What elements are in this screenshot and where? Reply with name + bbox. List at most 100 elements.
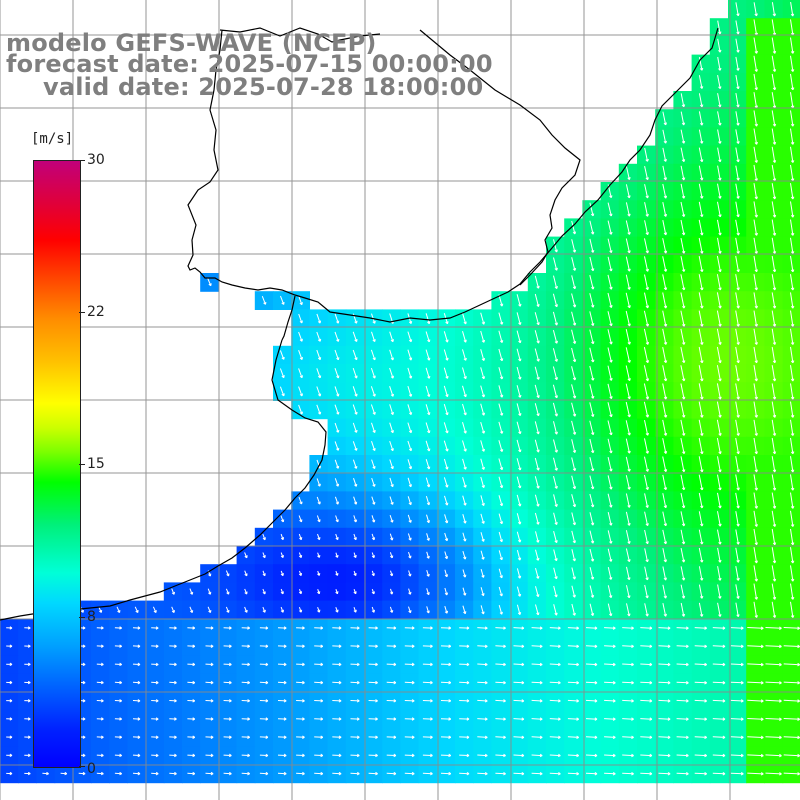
wind-arrow-icon — [765, 717, 782, 721]
wind-arrow-icon — [24, 644, 31, 648]
wind-arrow-icon — [553, 530, 558, 544]
wind-arrow-icon — [459, 753, 470, 758]
wind-arrow-icon — [169, 699, 177, 703]
wind-arrow-icon — [371, 331, 376, 342]
wind-arrow-icon — [480, 349, 486, 361]
wind-arrow-icon — [549, 699, 561, 703]
wind-arrow-icon — [114, 662, 122, 667]
wind-arrows — [6, 2, 800, 776]
wind-arrow-icon — [553, 567, 558, 580]
wind-arrow-icon — [440, 699, 452, 703]
wind-arrow-icon — [531, 626, 543, 630]
wind-arrow-icon — [335, 515, 339, 523]
wind-arrow-icon — [462, 495, 467, 506]
wind-arrow-icon — [187, 662, 196, 667]
wind-arrow-icon — [6, 699, 13, 703]
wind-arrow-icon — [368, 626, 378, 630]
wind-arrow-icon — [223, 717, 232, 721]
wind-arrow-icon — [753, 528, 758, 546]
wind-arrow-icon — [407, 496, 412, 506]
wind-arrow-icon — [477, 771, 488, 776]
wind-arrow-icon — [644, 511, 649, 527]
colorbar-tick-mark — [79, 312, 85, 313]
wind-arrow-icon — [753, 437, 758, 455]
wind-arrow-icon — [513, 735, 525, 739]
wind-arrow-icon — [622, 735, 634, 740]
wind-arrow-icon — [462, 331, 467, 343]
wind-arrow-icon — [765, 662, 782, 667]
wind-arrow-icon — [408, 570, 412, 577]
colorbar-tick-label: 30 — [87, 152, 105, 168]
wind-arrow-icon — [151, 699, 159, 703]
wind-arrow-icon — [753, 492, 758, 509]
wind-arrow-icon — [277, 699, 287, 703]
wind-arrow-icon — [717, 165, 722, 181]
wind-arrow-icon — [152, 606, 157, 614]
wind-arrow-icon — [644, 238, 649, 254]
wind-arrow-icon — [571, 494, 577, 508]
wind-arrow-icon — [498, 568, 503, 579]
wind-arrow-icon — [698, 292, 704, 309]
wind-arrow-icon — [698, 183, 704, 199]
wind-arrow-icon — [459, 644, 470, 648]
wind-arrow-icon — [676, 717, 689, 721]
wind-arrow-icon — [644, 202, 649, 217]
wind-arrow-icon — [187, 626, 196, 630]
wind-arrow-icon — [680, 584, 686, 599]
wind-arrow-icon — [24, 699, 31, 703]
wind-arrow-icon — [205, 626, 214, 630]
wind-arrow-icon — [316, 404, 322, 415]
wind-arrow-icon — [24, 717, 31, 721]
wind-arrow-icon — [571, 239, 577, 253]
wind-arrow-icon — [753, 310, 758, 327]
wind-arrow-icon — [462, 458, 467, 470]
wind-arrow-icon — [753, 346, 758, 364]
wind-arrow-icon — [790, 492, 795, 509]
wind-arrow-icon — [444, 551, 449, 560]
wind-arrow-icon — [735, 147, 740, 163]
wind-arrow-icon — [735, 2, 740, 17]
wind-arrow-icon — [352, 331, 358, 342]
wind-arrow-icon — [422, 735, 433, 739]
wind-arrow-icon — [132, 771, 141, 776]
wind-arrow-icon — [571, 549, 576, 562]
wind-arrow-icon — [783, 772, 800, 776]
wind-arrow-icon — [625, 292, 631, 309]
wind-arrow-icon — [771, 437, 777, 455]
wind-arrow-icon — [790, 183, 795, 200]
wind-arrow-icon — [296, 771, 305, 776]
wind-arrow-icon — [662, 165, 668, 181]
wind-arrow-icon — [589, 420, 595, 436]
wind-arrow-icon — [658, 680, 671, 685]
wind-arrow-icon — [589, 293, 595, 308]
wind-arrow-icon — [298, 313, 303, 324]
wind-arrow-icon — [717, 547, 722, 563]
wind-arrow-icon — [716, 328, 722, 345]
wind-arrow-icon — [552, 293, 558, 308]
wind-arrow-icon — [765, 681, 782, 685]
wind-arrow-icon — [534, 384, 540, 399]
wind-arrow-icon — [790, 365, 795, 382]
wind-arrow-icon — [747, 735, 764, 740]
wind-arrow-icon — [314, 771, 324, 776]
wind-arrow-icon — [790, 474, 795, 491]
wind-arrow-icon — [604, 717, 616, 721]
wind-arrow-icon — [771, 547, 777, 564]
wind-arrow-icon — [717, 20, 722, 35]
wind-arrow-icon — [462, 587, 467, 596]
wind-arrow-icon — [585, 735, 598, 740]
wind-arrow-icon — [735, 20, 740, 35]
wind-arrow-icon — [462, 403, 467, 416]
wind-arrow-icon — [753, 583, 758, 600]
wind-arrow-icon — [298, 552, 303, 558]
wind-arrow-icon — [553, 475, 558, 489]
wind-arrow-icon — [498, 586, 503, 597]
wind-arrow-icon — [771, 601, 777, 618]
coastline — [187, 27, 719, 323]
wind-arrow-icon — [440, 680, 452, 685]
wind-arrow-icon — [680, 147, 686, 163]
wind-arrow-icon — [332, 626, 342, 630]
wind-arrow-icon — [389, 514, 394, 523]
wind-arrow-icon — [680, 165, 686, 181]
wind-arrow-icon — [552, 402, 558, 417]
